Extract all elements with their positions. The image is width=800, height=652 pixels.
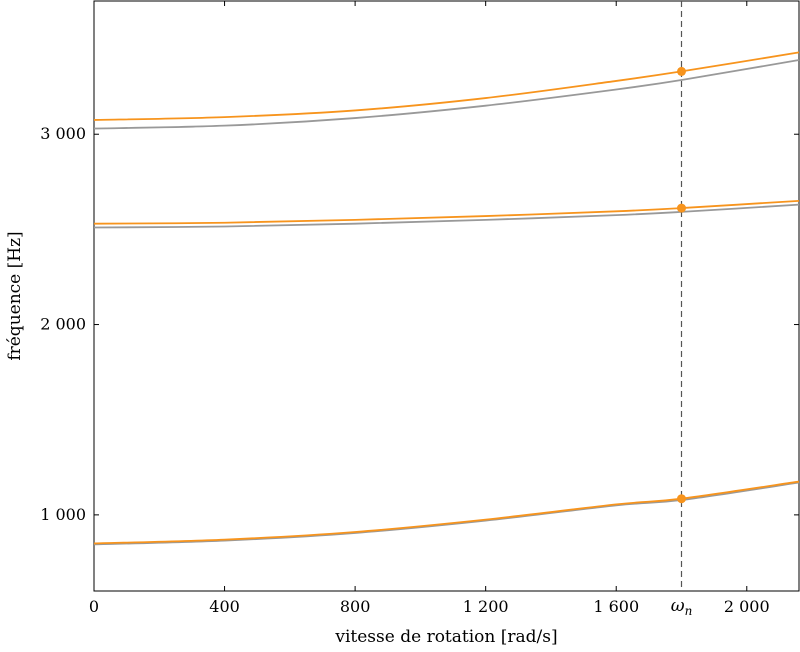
series-gray-curve-1 xyxy=(93,481,800,546)
y-tick-label: 3 000 xyxy=(40,124,86,143)
x-axis-title: vitesse de rotation [rad/s] xyxy=(334,627,557,647)
x-tick-label: 800 xyxy=(340,597,371,616)
series-orange-curve-1 xyxy=(93,480,800,545)
plot-area xyxy=(93,0,800,592)
x-tick-label: 1 200 xyxy=(463,597,509,616)
y-axis-title: fréquence [Hz] xyxy=(5,231,25,360)
omega-n-label: ωn xyxy=(671,596,693,618)
data-point-3 xyxy=(677,66,686,76)
y-tick-label: 1 000 xyxy=(40,505,86,524)
x-tick-label: 1 600 xyxy=(593,597,639,616)
series-layer xyxy=(93,51,800,546)
omega-n-symbol: ω xyxy=(671,596,685,616)
data-point-2 xyxy=(677,203,686,213)
omega-n-subscript: n xyxy=(685,604,693,618)
x-axis: 0 400 800 1 200 1 600 2 000 xyxy=(89,1,770,616)
x-tick-label: 400 xyxy=(209,597,240,616)
points-layer xyxy=(677,66,686,504)
y-axis: 1 000 2 000 3 000 xyxy=(40,124,799,524)
data-point-1 xyxy=(677,494,686,504)
series-gray-curve-3 xyxy=(93,59,800,130)
x-tick-label: 0 xyxy=(89,597,99,616)
x-tick-label: 2 000 xyxy=(724,597,770,616)
y-tick-label: 2 000 xyxy=(40,315,86,334)
plot-frame xyxy=(93,0,800,592)
